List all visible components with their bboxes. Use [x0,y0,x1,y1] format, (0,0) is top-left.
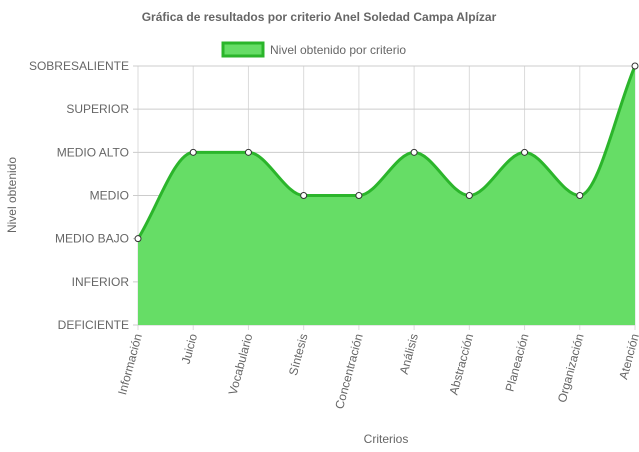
data-point [244,148,252,156]
x-tick-label: Planeación [503,332,532,393]
series-area [138,66,635,325]
y-axis: DEFICIENTE INFERIOR MEDIO BAJO MEDIO MEDIO A… [29,59,129,332]
data-point [189,148,197,156]
x-tick-label: Síntesis [286,332,311,377]
y-tick-label: MEDIO BAJO [55,232,129,246]
series-line [136,65,637,240]
data-point [576,192,584,199]
data-point [631,62,639,70]
data-point [465,192,473,199]
y-tick-label: MEDIO ALTO [57,145,129,159]
data-point [521,148,529,156]
x-tick-label: Abstracción [446,332,476,396]
x-axis: Información Juicio Vocabulario Síntesis Conc… [115,332,639,411]
x-tick-label: Concentración [332,332,366,410]
x-tick-label: Atención [616,332,639,381]
legend[interactable]: Nivel obtenido por criterio [221,41,406,58]
data-point [410,148,418,156]
x-tick-label: Análisis [397,332,421,376]
data-point [300,192,308,199]
x-axis-title: Criterios [364,432,409,446]
y-tick-label: MEDIO [90,189,129,203]
y-tick-label: SUPERIOR [66,102,129,116]
x-tick-label: Juicio [179,332,201,366]
data-point [355,192,363,199]
legend-swatch [221,41,265,58]
x-tick-label: Organización [555,332,587,404]
y-tick-label: DEFICIENTE [58,318,129,332]
legend-label: Nivel obtenido por criterio [270,43,406,57]
y-axis-title: Nivel obtenido [5,157,19,233]
chart-title: Gráfica de resultados por criterio Anel … [142,10,497,24]
y-tick-label: INFERIOR [72,275,130,289]
x-tick-label: Información [115,332,145,396]
data-point [134,235,142,243]
data-points [134,62,639,243]
y-tick-label: SOBRESALIENTE [29,59,129,73]
x-tick-label: Vocabulario [226,332,256,397]
